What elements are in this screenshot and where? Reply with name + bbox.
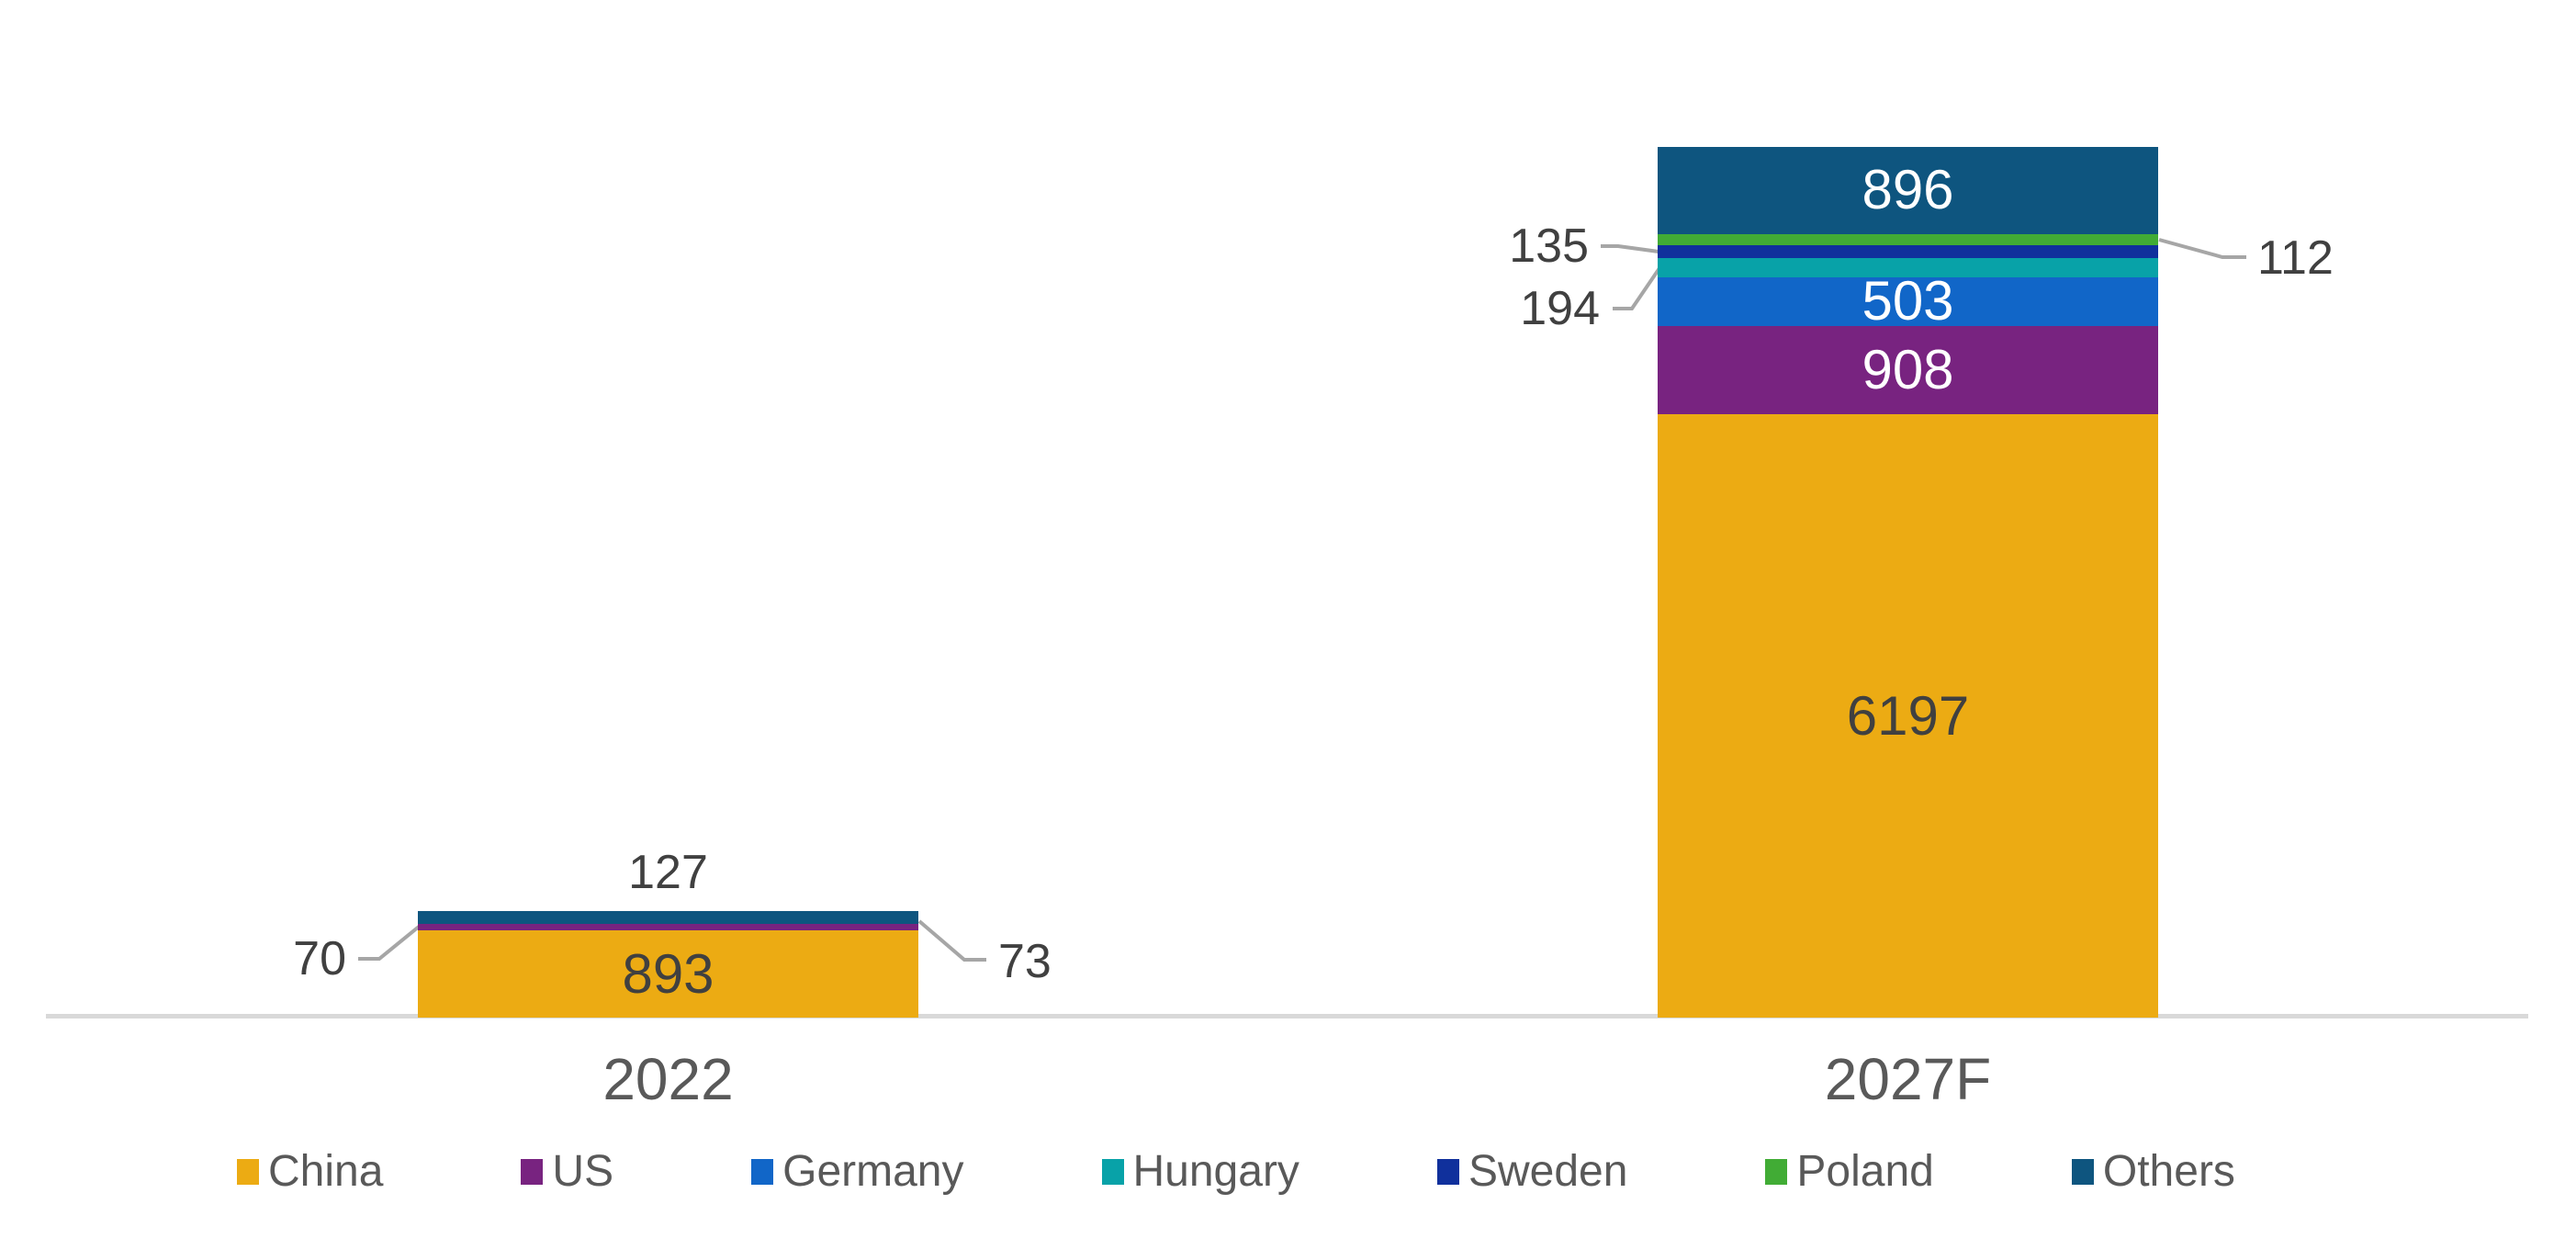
bar-segment-poland-2027f bbox=[1658, 233, 2158, 245]
data-label-others-2027f: 896 bbox=[1862, 159, 1954, 221]
leader-line-hungary-2027f bbox=[1613, 266, 1661, 310]
callout-label-us-2022: 70 bbox=[293, 932, 346, 985]
data-label-china-2022: 893 bbox=[622, 942, 714, 1005]
legend-swatch-others bbox=[2071, 1159, 2094, 1185]
data-label-others-2022: 127 bbox=[628, 846, 708, 900]
axis-label-2027f: 2027F bbox=[1824, 1046, 1992, 1112]
legend-label-china: China bbox=[268, 1147, 384, 1196]
legend-label-germany: Germany bbox=[782, 1147, 964, 1196]
leader-line-poland-2027f bbox=[2158, 238, 2246, 259]
bar-segment-others-2027f bbox=[1658, 147, 2158, 234]
data-label-germany-2027f: 503 bbox=[1862, 270, 1954, 332]
bar-segment-germany-2027f bbox=[1658, 276, 2158, 326]
axis-label-2022: 2022 bbox=[602, 1046, 734, 1112]
data-label-us-2027f: 908 bbox=[1862, 339, 1954, 401]
leader-line-us-2022 bbox=[358, 925, 421, 961]
legend-label-us: US bbox=[552, 1147, 614, 1196]
legend-swatch-china bbox=[237, 1159, 259, 1185]
callout-label-poland-2022: 73 bbox=[998, 935, 1052, 988]
legend-swatch-poland bbox=[1765, 1159, 1788, 1185]
legend-item-others: Others bbox=[2071, 1147, 2235, 1196]
legend-item-us: US bbox=[521, 1150, 613, 1194]
bar-segment-hungary-2027f bbox=[1658, 258, 2158, 277]
legend-item-poland: Poland bbox=[1765, 1147, 1934, 1196]
bar-segment-china-2027f bbox=[1658, 414, 2158, 1018]
legend: China US Germany Hungary Sweden Poland Others bbox=[237, 1150, 2235, 1194]
legend-item-china: China bbox=[237, 1150, 383, 1194]
legend-item-sweden: Sweden bbox=[1436, 1147, 1628, 1196]
bar-segment-us-2022 bbox=[418, 923, 918, 931]
legend-swatch-germany bbox=[751, 1159, 774, 1185]
x-axis-line bbox=[46, 1014, 2528, 1019]
legend-swatch-sweden bbox=[1436, 1159, 1459, 1185]
callout-label-hungary-2027f: 194 bbox=[1520, 282, 1600, 335]
bar-segment-sweden-2027f bbox=[1658, 244, 2158, 259]
legend-item-hungary: Hungary bbox=[1101, 1147, 1299, 1196]
bar-segment-us-2027f bbox=[1658, 326, 2158, 415]
callout-label-sweden-2027f: 135 bbox=[1509, 219, 1589, 273]
callout-label-poland-2027f: 112 bbox=[2257, 231, 2334, 285]
legend-label-poland: Poland bbox=[1796, 1147, 1934, 1196]
bar-segment-china-2022 bbox=[418, 930, 918, 1018]
leader-line-poland-2022 bbox=[917, 919, 986, 962]
legend-item-germany: Germany bbox=[751, 1147, 964, 1196]
legend-label-others: Others bbox=[2102, 1147, 2235, 1196]
leader-line-sweden-2027f bbox=[1601, 244, 1659, 253]
legend-swatch-us bbox=[521, 1159, 544, 1185]
bar-segment-others-2022 bbox=[418, 911, 918, 924]
legend-swatch-hungary bbox=[1101, 1159, 1124, 1185]
data-label-china-2027f: 6197 bbox=[1846, 684, 1970, 747]
legend-label-sweden: Sweden bbox=[1468, 1147, 1628, 1196]
legend-label-hungary: Hungary bbox=[1132, 1147, 1299, 1196]
